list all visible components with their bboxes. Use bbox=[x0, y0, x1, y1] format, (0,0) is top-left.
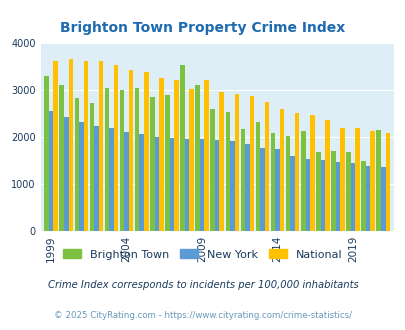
Bar bbox=[139, 134, 144, 231]
Bar bbox=[354, 128, 359, 231]
Bar bbox=[385, 133, 389, 231]
Bar bbox=[294, 114, 299, 231]
Bar bbox=[68, 59, 73, 231]
Bar bbox=[154, 137, 159, 231]
Bar bbox=[75, 98, 79, 231]
Bar bbox=[260, 148, 264, 231]
Bar bbox=[285, 136, 290, 231]
Bar bbox=[275, 149, 279, 231]
Bar bbox=[315, 152, 320, 231]
Bar bbox=[234, 94, 239, 231]
Bar bbox=[124, 132, 128, 231]
Bar bbox=[369, 131, 374, 231]
Bar bbox=[225, 113, 230, 231]
Text: Brighton Town Property Crime Index: Brighton Town Property Crime Index bbox=[60, 21, 345, 35]
Bar bbox=[204, 80, 209, 231]
Bar bbox=[53, 61, 58, 231]
Bar bbox=[324, 120, 329, 231]
Bar bbox=[129, 70, 133, 231]
Bar bbox=[159, 78, 163, 231]
Bar bbox=[64, 117, 68, 231]
Bar bbox=[290, 156, 294, 231]
Bar bbox=[90, 103, 94, 231]
Bar bbox=[79, 122, 83, 231]
Bar bbox=[109, 128, 113, 231]
Bar bbox=[184, 139, 189, 231]
Bar bbox=[279, 109, 283, 231]
Bar bbox=[113, 65, 118, 231]
Bar bbox=[270, 133, 275, 231]
Bar bbox=[330, 150, 335, 231]
Bar bbox=[189, 88, 193, 231]
Bar bbox=[83, 61, 88, 231]
Bar bbox=[255, 122, 260, 231]
Bar bbox=[199, 139, 204, 231]
Bar bbox=[210, 109, 214, 231]
Bar bbox=[174, 80, 178, 231]
Bar bbox=[345, 152, 350, 231]
Bar bbox=[180, 65, 184, 231]
Bar bbox=[300, 131, 305, 231]
Bar bbox=[119, 90, 124, 231]
Bar bbox=[230, 141, 234, 231]
Bar bbox=[219, 92, 224, 231]
Bar bbox=[195, 85, 199, 231]
Legend: Brighton Town, New York, National: Brighton Town, New York, National bbox=[59, 245, 346, 264]
Bar bbox=[360, 161, 365, 231]
Bar bbox=[169, 138, 174, 231]
Bar bbox=[375, 130, 380, 231]
Bar bbox=[49, 111, 53, 231]
Bar bbox=[59, 85, 64, 231]
Bar bbox=[94, 126, 98, 231]
Bar bbox=[245, 145, 249, 231]
Bar bbox=[380, 167, 385, 231]
Text: © 2025 CityRating.com - https://www.cityrating.com/crime-statistics/: © 2025 CityRating.com - https://www.city… bbox=[54, 311, 351, 320]
Bar bbox=[350, 163, 354, 231]
Bar bbox=[305, 159, 309, 231]
Bar bbox=[339, 128, 344, 231]
Bar bbox=[44, 76, 49, 231]
Bar bbox=[249, 96, 254, 231]
Bar bbox=[214, 140, 219, 231]
Bar bbox=[98, 61, 103, 231]
Bar bbox=[309, 115, 314, 231]
Bar bbox=[134, 88, 139, 231]
Bar bbox=[320, 160, 324, 231]
Bar bbox=[144, 72, 148, 231]
Bar bbox=[240, 129, 245, 231]
Bar bbox=[104, 88, 109, 231]
Text: Crime Index corresponds to incidents per 100,000 inhabitants: Crime Index corresponds to incidents per… bbox=[47, 280, 358, 290]
Bar bbox=[365, 166, 369, 231]
Bar bbox=[150, 97, 154, 231]
Bar bbox=[165, 95, 169, 231]
Bar bbox=[335, 162, 339, 231]
Bar bbox=[264, 102, 269, 231]
